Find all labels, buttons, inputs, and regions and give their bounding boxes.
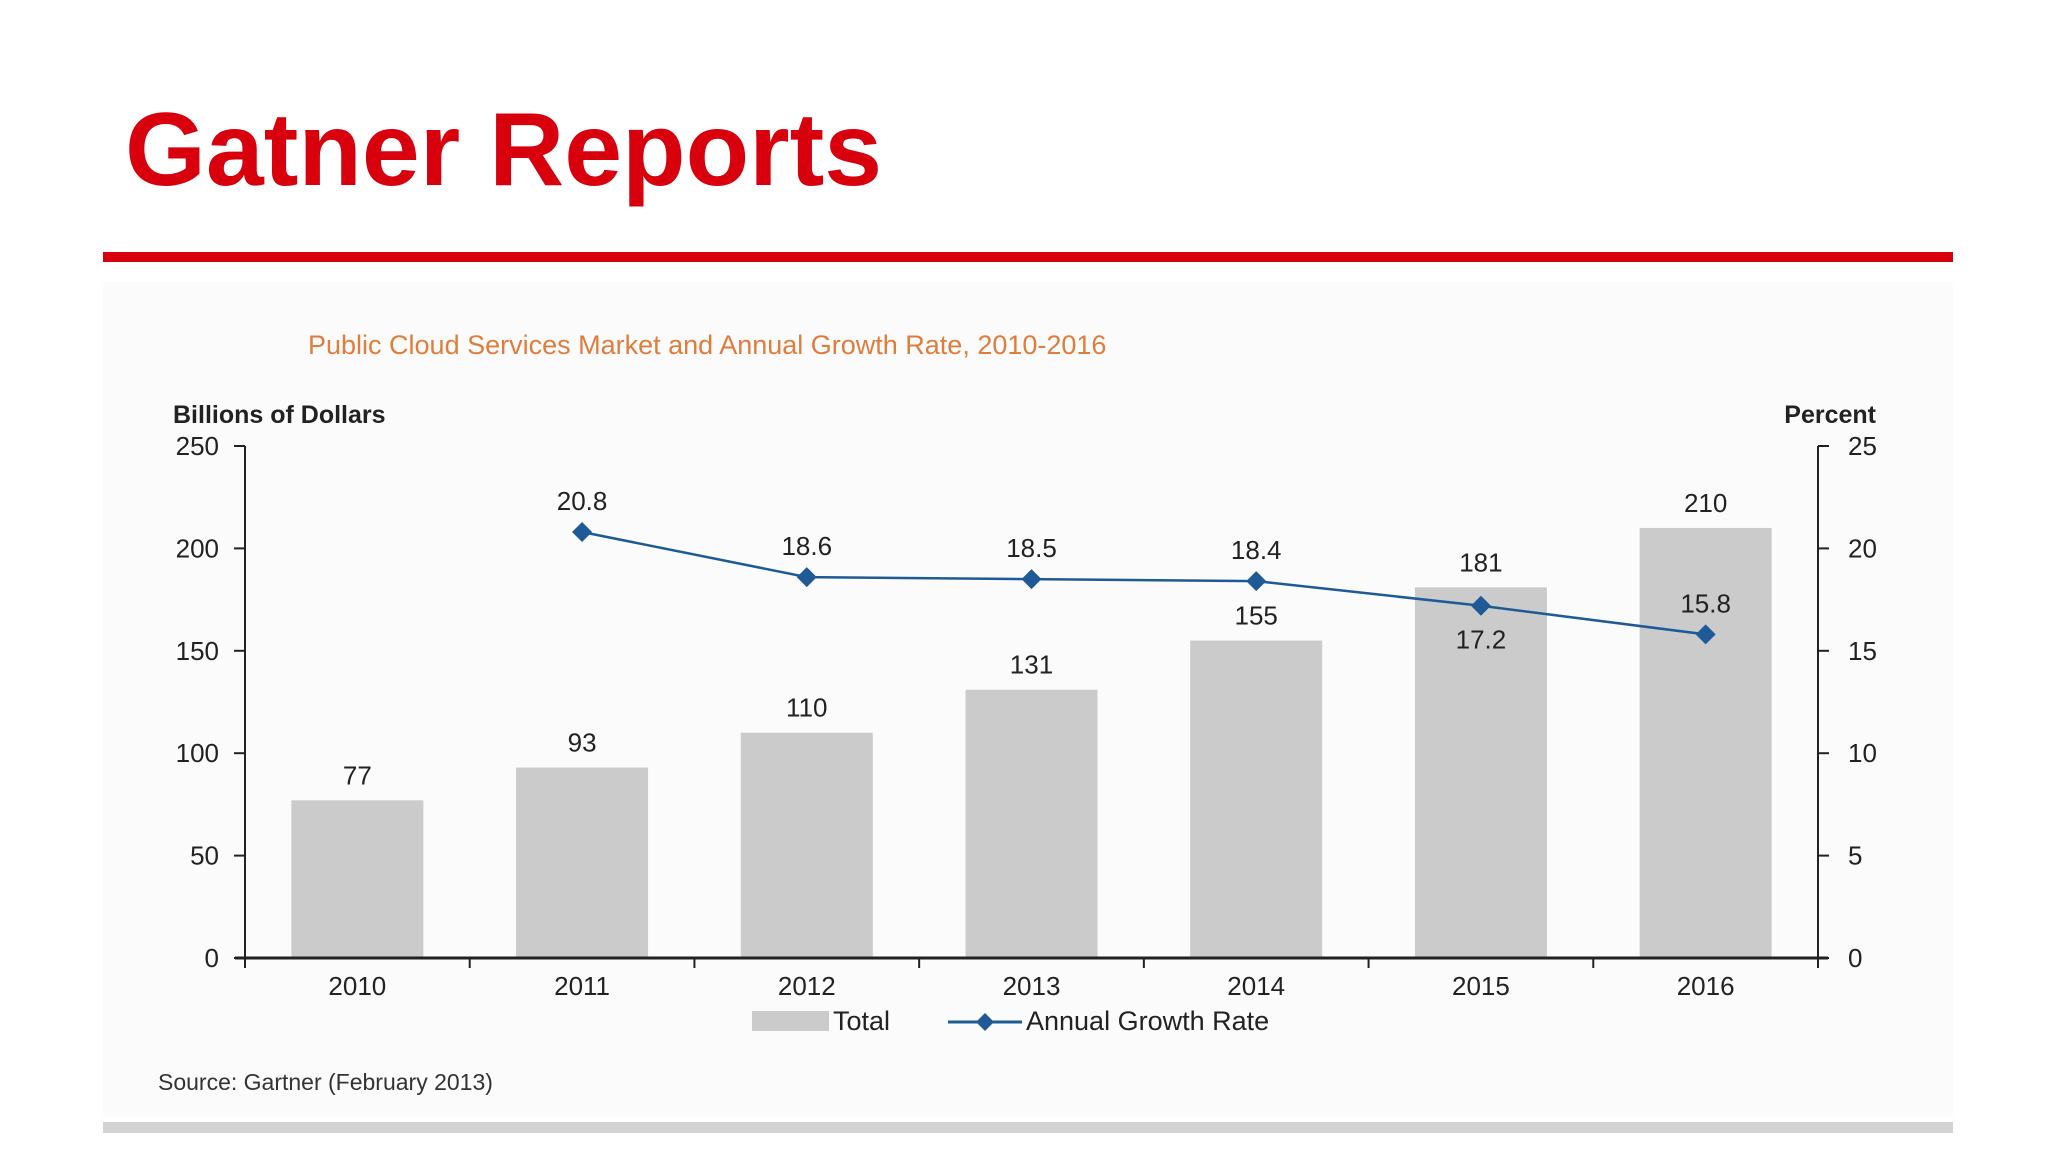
right-tick-label: 20 xyxy=(1848,533,1877,563)
left-tick-label: 200 xyxy=(176,533,219,563)
bar-value-label: 93 xyxy=(568,728,597,758)
growth-rate-label: 17.2 xyxy=(1456,625,1507,655)
growth-rate-point xyxy=(1021,569,1042,590)
bar-2012 xyxy=(740,732,873,958)
right-tick-label: 0 xyxy=(1848,943,1862,973)
growth-rate-label: 20.8 xyxy=(557,486,608,516)
left-tick-label: 0 xyxy=(205,943,219,973)
x-tick-label: 2014 xyxy=(1227,971,1285,1001)
growth-rate-point xyxy=(1246,571,1267,592)
growth-rate-label: 18.5 xyxy=(1006,533,1057,563)
x-tick-label: 2011 xyxy=(554,971,610,1001)
x-tick-label: 2012 xyxy=(778,971,836,1001)
right-axis-label: Percent xyxy=(1784,401,1876,429)
x-tick-label: 2016 xyxy=(1677,971,1735,1001)
growth-rate-label: 15.8 xyxy=(1680,588,1731,618)
chart-title: Public Cloud Services Market and Annual … xyxy=(308,330,1106,360)
legend-total-label: Total xyxy=(833,1006,890,1036)
right-tick-label: 10 xyxy=(1848,738,1877,768)
footer-divider xyxy=(103,1122,1953,1133)
bar-2010 xyxy=(291,800,424,958)
bar-2015 xyxy=(1414,587,1547,958)
bar-value-label: 131 xyxy=(1010,650,1053,680)
bar-2014 xyxy=(1190,640,1323,958)
chart-source: Source: Gartner (February 2013) xyxy=(158,1069,493,1095)
x-tick-label: 2013 xyxy=(1003,971,1061,1001)
growth-rate-point xyxy=(796,567,817,588)
legend-growth-label: Annual Growth Rate xyxy=(1026,1006,1269,1036)
left-tick-label: 250 xyxy=(176,431,219,461)
bar-2011 xyxy=(516,767,649,958)
bar-value-label: 181 xyxy=(1459,547,1502,577)
right-tick-label: 5 xyxy=(1848,841,1862,871)
legend-total-swatch xyxy=(752,1011,829,1031)
bar-2013 xyxy=(965,689,1098,958)
legend: Total Annual Growth Rate xyxy=(752,1006,1269,1036)
left-tick-label: 150 xyxy=(176,636,219,666)
bar-2016 xyxy=(1639,527,1772,958)
x-tick-label: 2015 xyxy=(1452,971,1510,1001)
bar-value-label: 77 xyxy=(343,760,372,790)
x-tick-label: 2010 xyxy=(328,971,386,1001)
title-divider xyxy=(103,252,1953,262)
growth-rate-point xyxy=(1695,624,1716,645)
bar-value-label: 110 xyxy=(786,693,827,723)
legend-growth-marker xyxy=(976,1013,994,1031)
right-tick-label: 15 xyxy=(1848,636,1877,666)
left-axis-label: Billions of Dollars xyxy=(173,401,386,429)
left-tick-label: 100 xyxy=(176,738,219,768)
growth-rate-label: 18.4 xyxy=(1231,535,1282,565)
growth-rate-point xyxy=(1470,595,1491,616)
right-tick-label: 25 xyxy=(1848,431,1877,461)
growth-rate-label: 18.6 xyxy=(781,531,832,561)
growth-rate-point xyxy=(572,522,593,543)
left-tick-label: 50 xyxy=(190,841,219,871)
slide-title: Gatner Reports xyxy=(125,92,883,208)
bar-value-label: 210 xyxy=(1684,488,1727,518)
bar-value-label: 155 xyxy=(1235,601,1278,631)
growth-rate-line xyxy=(581,530,1706,636)
